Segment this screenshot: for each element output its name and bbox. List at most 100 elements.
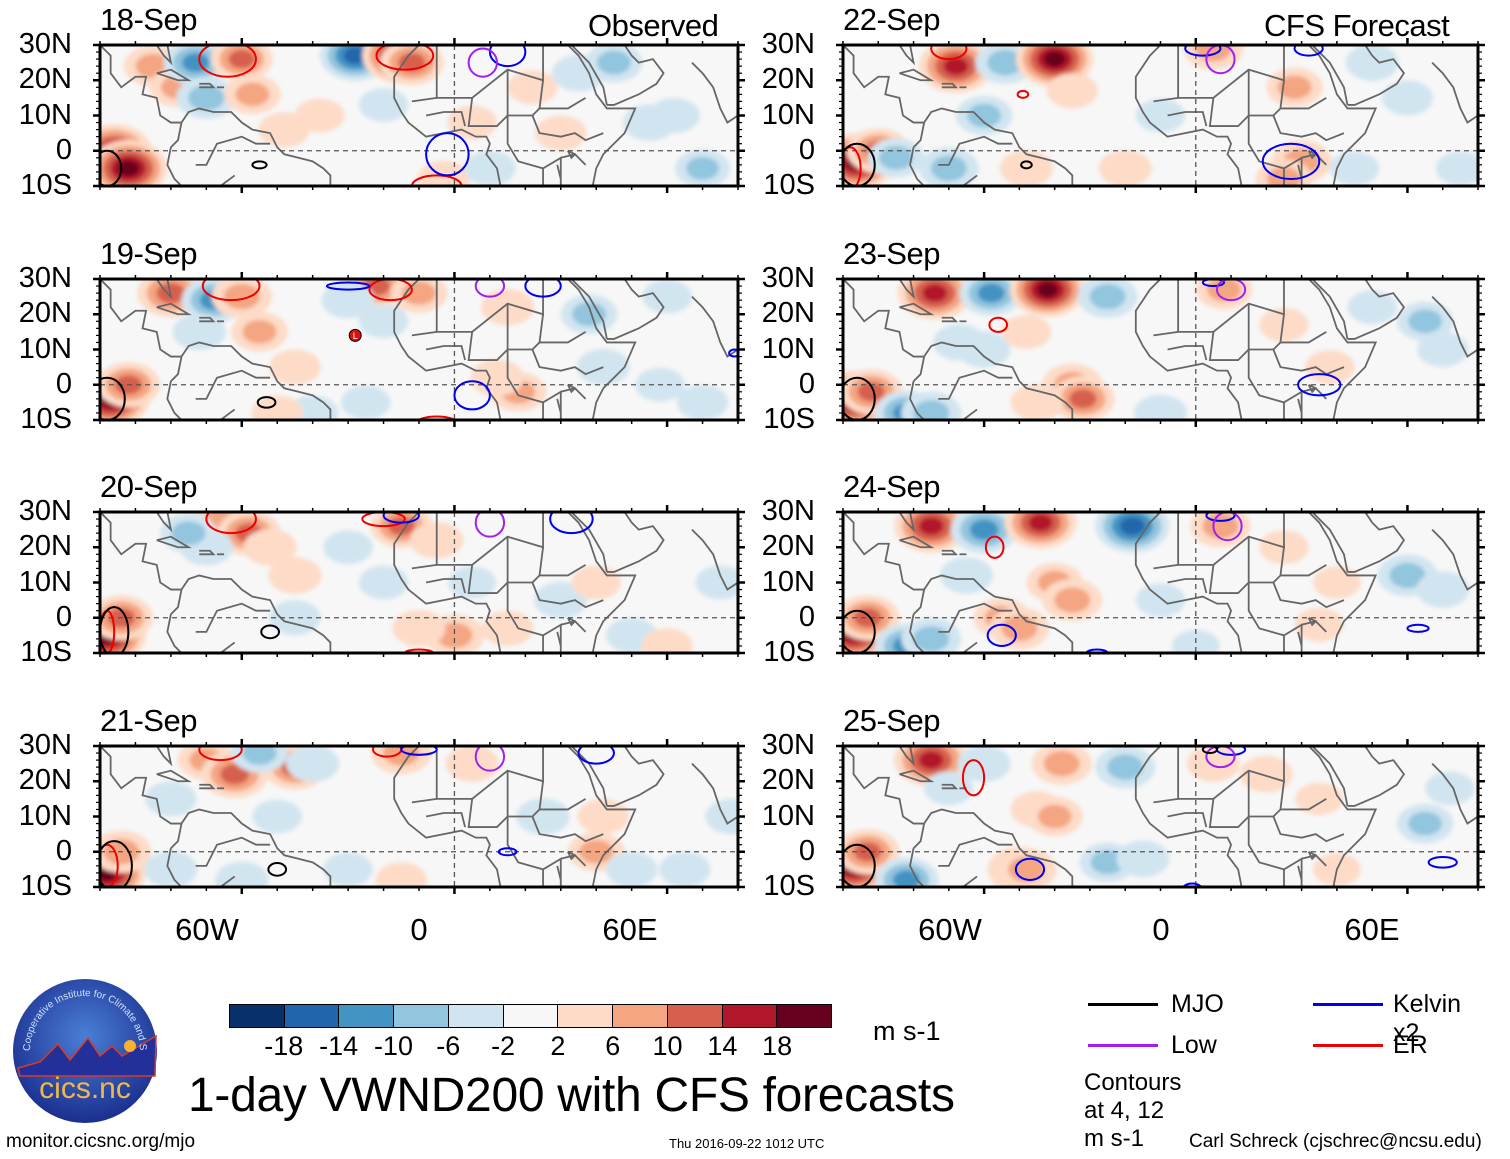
anomaly-patch xyxy=(843,369,903,415)
colorbar-tick-label: 2 xyxy=(550,1031,566,1061)
anomaly-patch xyxy=(269,349,321,385)
map-background xyxy=(843,279,1478,420)
coastline xyxy=(1297,164,1303,180)
anomaly-patch xyxy=(883,629,930,653)
anomaly-patch xyxy=(935,51,977,82)
anomaly-patch xyxy=(117,160,139,177)
anomaly-patch xyxy=(235,82,270,107)
colorbar-tick-label: 18 xyxy=(762,1031,793,1061)
coastline xyxy=(199,783,216,790)
ytick-label: 20N xyxy=(761,764,815,797)
anomaly-patch xyxy=(1005,859,1033,880)
coastline xyxy=(570,279,608,340)
anomaly-patch xyxy=(845,835,891,868)
anomaly-patch xyxy=(1183,45,1244,70)
legend-label-kelvin: Kelvin x2 xyxy=(1393,990,1462,1047)
map-background xyxy=(100,279,738,420)
anomaly-patch xyxy=(281,757,309,777)
coastline xyxy=(912,122,926,148)
ytick-label: 10N xyxy=(18,799,72,832)
er-contour xyxy=(843,146,862,186)
mjo-contour xyxy=(267,862,288,877)
anomaly-patch xyxy=(905,279,964,314)
anomaly-patch xyxy=(190,284,237,317)
kelvin-contour xyxy=(1014,857,1046,881)
anomaly-patch xyxy=(846,153,868,170)
anomaly-patch xyxy=(100,129,144,172)
anomaly-patch xyxy=(1037,570,1072,595)
ytick-label: 10S xyxy=(763,403,815,435)
coastline xyxy=(1208,331,1345,376)
anomaly-patch xyxy=(1043,750,1080,777)
footer-url[interactable]: monitor.cicsnc.org/mjo xyxy=(6,1131,196,1152)
kelvin-contour xyxy=(1085,648,1109,653)
anomaly-patch xyxy=(269,600,321,636)
anomaly-patch xyxy=(864,141,892,161)
coastline xyxy=(425,111,466,127)
anomaly-patch xyxy=(932,324,986,361)
anomaly-patch xyxy=(1417,331,1469,368)
coastline xyxy=(567,279,637,420)
coastline xyxy=(393,512,502,653)
anomaly-patch xyxy=(892,403,921,420)
coastline xyxy=(843,512,925,591)
anomaly-patch xyxy=(224,74,281,115)
coastline xyxy=(1311,45,1349,106)
mjo-contour xyxy=(1020,160,1033,170)
anomaly-patch xyxy=(379,512,424,542)
coastline xyxy=(1167,345,1208,361)
anomaly-patch xyxy=(1107,754,1144,780)
anomaly-patch xyxy=(883,863,930,887)
mjo-contour xyxy=(843,142,876,186)
anomaly-patch xyxy=(1207,279,1241,302)
coastline xyxy=(435,746,544,800)
panel-date-title: 23-Sep xyxy=(843,236,940,271)
anomaly-patch xyxy=(100,123,152,178)
panel-frame xyxy=(841,510,1480,655)
anomaly-patch xyxy=(163,45,228,86)
coastline xyxy=(1153,330,1179,337)
anomaly-patch xyxy=(950,512,1018,554)
coastline xyxy=(411,563,437,570)
anomaly-patch xyxy=(424,614,485,653)
anomaly-patch xyxy=(101,141,127,160)
anomaly-patch xyxy=(577,798,630,835)
anomaly-patch xyxy=(344,279,409,309)
coastline xyxy=(560,620,587,633)
anomaly-patch xyxy=(100,860,125,886)
kelvin-contour xyxy=(400,746,438,756)
coastline xyxy=(166,381,183,420)
coastline xyxy=(170,122,183,148)
anomaly-patch xyxy=(1377,554,1438,597)
anomaly-patch xyxy=(910,512,952,541)
low-contour xyxy=(474,279,506,298)
panel-frame xyxy=(98,744,740,889)
anomaly-patch xyxy=(1046,73,1098,109)
anomaly-patch xyxy=(902,512,960,547)
panel-frame xyxy=(841,43,1480,188)
coastline xyxy=(1308,512,1378,653)
coastline xyxy=(898,279,916,300)
anomaly-patch xyxy=(1266,67,1323,108)
anomaly-patch xyxy=(843,133,896,186)
anomaly-patch xyxy=(1054,587,1091,613)
coastline xyxy=(1307,149,1318,160)
anomaly-patch xyxy=(943,57,969,76)
anomaly-patch xyxy=(596,50,631,75)
xtick-label-60w-right: 60W xyxy=(918,912,982,947)
colorbar-swatch xyxy=(558,1005,614,1027)
coastline xyxy=(941,82,959,89)
anomaly-patch xyxy=(843,595,900,641)
low-contour xyxy=(474,746,506,772)
anomaly-patch xyxy=(464,150,516,186)
anomaly-patch xyxy=(481,288,535,326)
anomaly-patch xyxy=(327,45,383,76)
ytick-label: 10N xyxy=(18,565,72,598)
panel-date-title: 25-Sep xyxy=(843,703,940,738)
kelvin-contour xyxy=(1293,45,1324,57)
anomaly-patch xyxy=(957,746,1011,782)
coastline xyxy=(1272,547,1285,584)
coastline xyxy=(1167,111,1208,127)
anomaly-patch xyxy=(1037,804,1072,829)
ytick-label: 0 xyxy=(798,600,815,633)
